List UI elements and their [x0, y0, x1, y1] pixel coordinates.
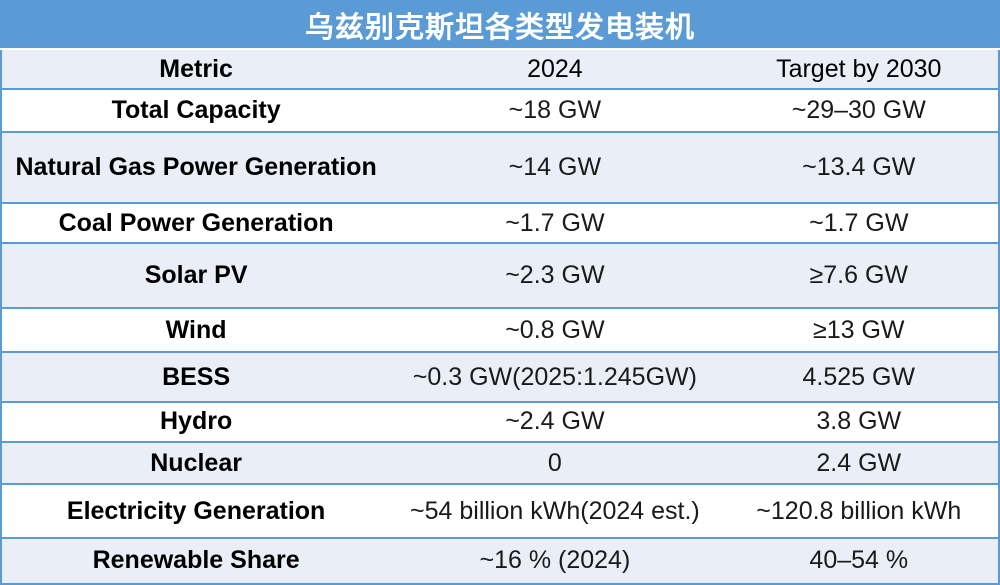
- table-row: Wind ~0.8 GW ≥13 GW: [1, 308, 999, 353]
- column-header-2024: 2024: [390, 49, 720, 90]
- table-row: Total Capacity ~18 GW ~29–30 GW: [1, 89, 999, 133]
- value-2030-cell: ~29–30 GW: [719, 89, 999, 133]
- table-row: Hydro ~2.4 GW 3.8 GW: [1, 402, 999, 443]
- table-row: Nuclear 0 2.4 GW: [1, 441, 999, 486]
- table-row: Renewable Share ~16 % (2024) 40–54 %: [1, 537, 999, 584]
- table-body: Total Capacity ~18 GW ~29–30 GW Natural Gas…: [1, 89, 999, 584]
- value-2030-cell: 4.525 GW: [719, 351, 999, 404]
- metric-cell: Total Capacity: [1, 89, 391, 133]
- table-row: Electricity Generation ~54 billion kWh(20…: [1, 484, 999, 539]
- metric-cell: Renewable Share: [1, 537, 391, 584]
- column-header-metric: Metric: [1, 49, 391, 90]
- value-2024-cell: ~0.8 GW: [390, 308, 720, 353]
- value-2024-cell: ~2.4 GW: [390, 402, 720, 443]
- value-2030-cell: 3.8 GW: [719, 402, 999, 443]
- metric-cell: Electricity Generation: [1, 484, 391, 539]
- value-2024-cell: 0: [390, 441, 720, 486]
- value-2030-cell: ≥13 GW: [719, 308, 999, 353]
- value-2024-cell: ~54 billion kWh(2024 est.): [390, 484, 720, 539]
- value-2024-cell: ~18 GW: [390, 89, 720, 133]
- column-header-target-2030: Target by 2030: [719, 49, 999, 90]
- table-row: Natural Gas Power Generation ~14 GW ~13.4 …: [1, 131, 999, 205]
- table-row: BESS ~0.3 GW(2025:1.245GW) 4.525 GW: [1, 351, 999, 404]
- value-2030-cell: 40–54 %: [719, 537, 999, 584]
- table-title: 乌兹别克斯坦各类型发电装机: [1, 1, 999, 50]
- metric-cell: Nuclear: [1, 441, 391, 486]
- value-2030-cell: ~1.7 GW: [719, 203, 999, 244]
- metric-cell: Coal Power Generation: [1, 203, 391, 244]
- table-row: Solar PV ~2.3 GW ≥7.6 GW: [1, 242, 999, 310]
- value-2024-cell: ~14 GW: [390, 131, 720, 205]
- value-2030-cell: 2.4 GW: [719, 441, 999, 486]
- value-2024-cell: ~0.3 GW(2025:1.245GW): [390, 351, 720, 404]
- metric-cell: Natural Gas Power Generation: [1, 131, 391, 205]
- value-2024-cell: ~1.7 GW: [390, 203, 720, 244]
- value-2030-cell: ~120.8 billion kWh: [719, 484, 999, 539]
- value-2024-cell: ~2.3 GW: [390, 242, 720, 310]
- value-2030-cell: ≥7.6 GW: [719, 242, 999, 310]
- metric-cell: Hydro: [1, 402, 391, 443]
- metric-cell: Solar PV: [1, 242, 391, 310]
- metric-cell: Wind: [1, 308, 391, 353]
- value-2030-cell: ~13.4 GW: [719, 131, 999, 205]
- value-2024-cell: ~16 % (2024): [390, 537, 720, 584]
- metric-cell: BESS: [1, 351, 391, 404]
- table-title-row: 乌兹别克斯坦各类型发电装机: [1, 1, 999, 50]
- table-header-row: Metric 2024 Target by 2030: [1, 49, 999, 90]
- table-row: Coal Power Generation ~1.7 GW ~1.7 GW: [1, 203, 999, 244]
